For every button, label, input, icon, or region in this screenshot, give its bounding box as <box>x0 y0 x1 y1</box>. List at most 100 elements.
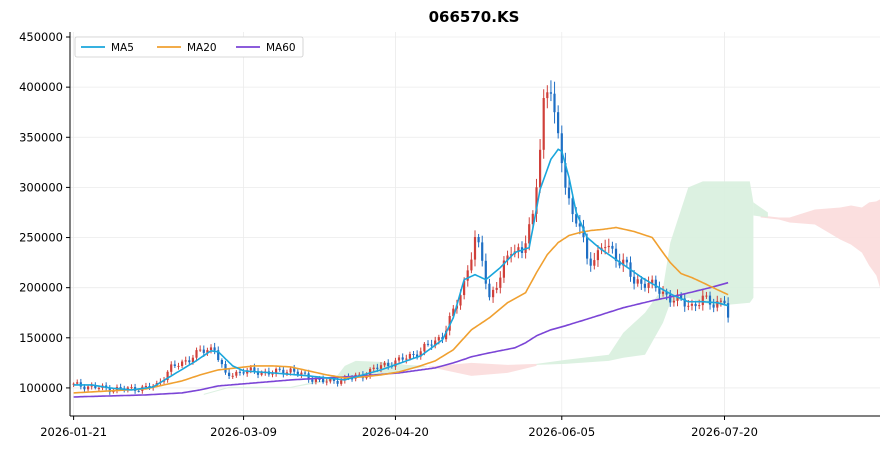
candle-down <box>727 303 730 318</box>
candle-down <box>303 372 307 374</box>
candle-down <box>228 372 231 376</box>
candle-up <box>90 385 93 387</box>
cloud-bullish <box>536 181 754 365</box>
candle-down <box>578 223 581 227</box>
y-tick-label: 100000 <box>19 381 63 395</box>
candle-down <box>238 371 241 373</box>
candle-down <box>654 279 657 288</box>
y-tick-label: 150000 <box>19 331 63 345</box>
candle-down <box>586 237 589 259</box>
candle-up <box>379 365 383 369</box>
axes: 100000 150000 200000 250000 300000 350000 4000… <box>19 30 880 439</box>
candle-up <box>126 387 129 390</box>
candle-up <box>661 291 665 294</box>
candle-down <box>401 357 404 360</box>
candle-up <box>231 375 234 377</box>
candle-down <box>256 371 260 375</box>
candle-up <box>604 247 607 249</box>
x-tick-label: 2026-03-09 <box>210 425 277 439</box>
candle-up <box>76 382 79 384</box>
candle-down <box>376 367 379 369</box>
legend: MA5 MA20 MA60 <box>74 36 304 58</box>
candle-up <box>206 350 209 353</box>
candle-down <box>560 133 563 164</box>
candle-down <box>477 237 480 243</box>
candle-up <box>495 287 498 290</box>
candle-down <box>253 367 256 372</box>
candle-down <box>202 349 205 353</box>
candle-up <box>596 250 599 261</box>
candle-up <box>405 358 408 360</box>
candle-down <box>658 287 661 294</box>
candle-up <box>719 300 722 302</box>
candle-down <box>567 187 571 199</box>
candle-down <box>484 260 487 284</box>
candle-down <box>618 261 621 266</box>
candle-down <box>614 248 618 261</box>
candle-up <box>445 330 448 340</box>
candle-up <box>636 279 639 284</box>
candle-down <box>557 112 560 134</box>
candle-up <box>144 386 147 387</box>
candle-up <box>314 378 317 382</box>
candle-up <box>275 368 278 374</box>
candle-up <box>701 295 704 306</box>
candle-up <box>87 386 90 390</box>
candle-up <box>423 343 426 352</box>
legend-label: MA60 <box>266 42 296 54</box>
candle-up <box>672 300 675 303</box>
candle-up <box>329 378 332 382</box>
candle-down <box>278 368 281 370</box>
candle-down <box>633 276 636 284</box>
candle-down <box>625 259 628 263</box>
candle-up <box>437 337 440 341</box>
candle-down <box>119 387 122 389</box>
candle-up <box>191 357 194 363</box>
candle-down <box>611 245 614 249</box>
candle-up <box>325 381 328 383</box>
candle-down <box>188 360 191 363</box>
candle-down <box>94 385 97 389</box>
candle-up <box>394 360 397 367</box>
x-tick-label: 2026-07-20 <box>691 425 758 439</box>
y-tick-label: 400000 <box>19 80 63 94</box>
candle-down <box>173 364 176 366</box>
candle-up <box>531 213 534 225</box>
candle-up <box>716 301 719 308</box>
legend-label: MA20 <box>187 42 217 54</box>
candle-down <box>242 372 245 374</box>
candle-up <box>470 259 473 271</box>
candle-up <box>177 365 180 367</box>
candle-down <box>282 369 285 374</box>
y-tick-label: 200000 <box>19 281 63 295</box>
legend-label: MA5 <box>111 42 134 54</box>
candle-down <box>712 304 715 308</box>
candle-down <box>683 298 686 307</box>
legend-box <box>74 36 304 58</box>
candle-down <box>336 381 339 384</box>
candle-down <box>488 283 491 298</box>
candle-down <box>575 214 578 224</box>
candle-up <box>260 372 263 375</box>
candle-down <box>665 291 668 295</box>
candle-up <box>502 260 505 278</box>
ma60-line <box>73 281 729 398</box>
candle-up <box>408 354 411 359</box>
ichimoku-cloud <box>203 181 880 395</box>
candle-up <box>285 372 288 374</box>
candle-up <box>195 350 198 358</box>
candle-up <box>184 360 187 362</box>
candle-down <box>589 258 592 266</box>
candle-down <box>311 379 314 382</box>
candle-up <box>647 283 650 288</box>
y-tick-label: 350000 <box>19 130 63 144</box>
candle-up <box>466 270 469 281</box>
candle-up <box>235 371 238 376</box>
x-tick-label: 2026-01-21 <box>40 425 107 439</box>
candle-down <box>640 279 643 284</box>
candle-up <box>459 295 462 306</box>
candle-up <box>463 280 466 296</box>
candle-up <box>383 362 386 366</box>
